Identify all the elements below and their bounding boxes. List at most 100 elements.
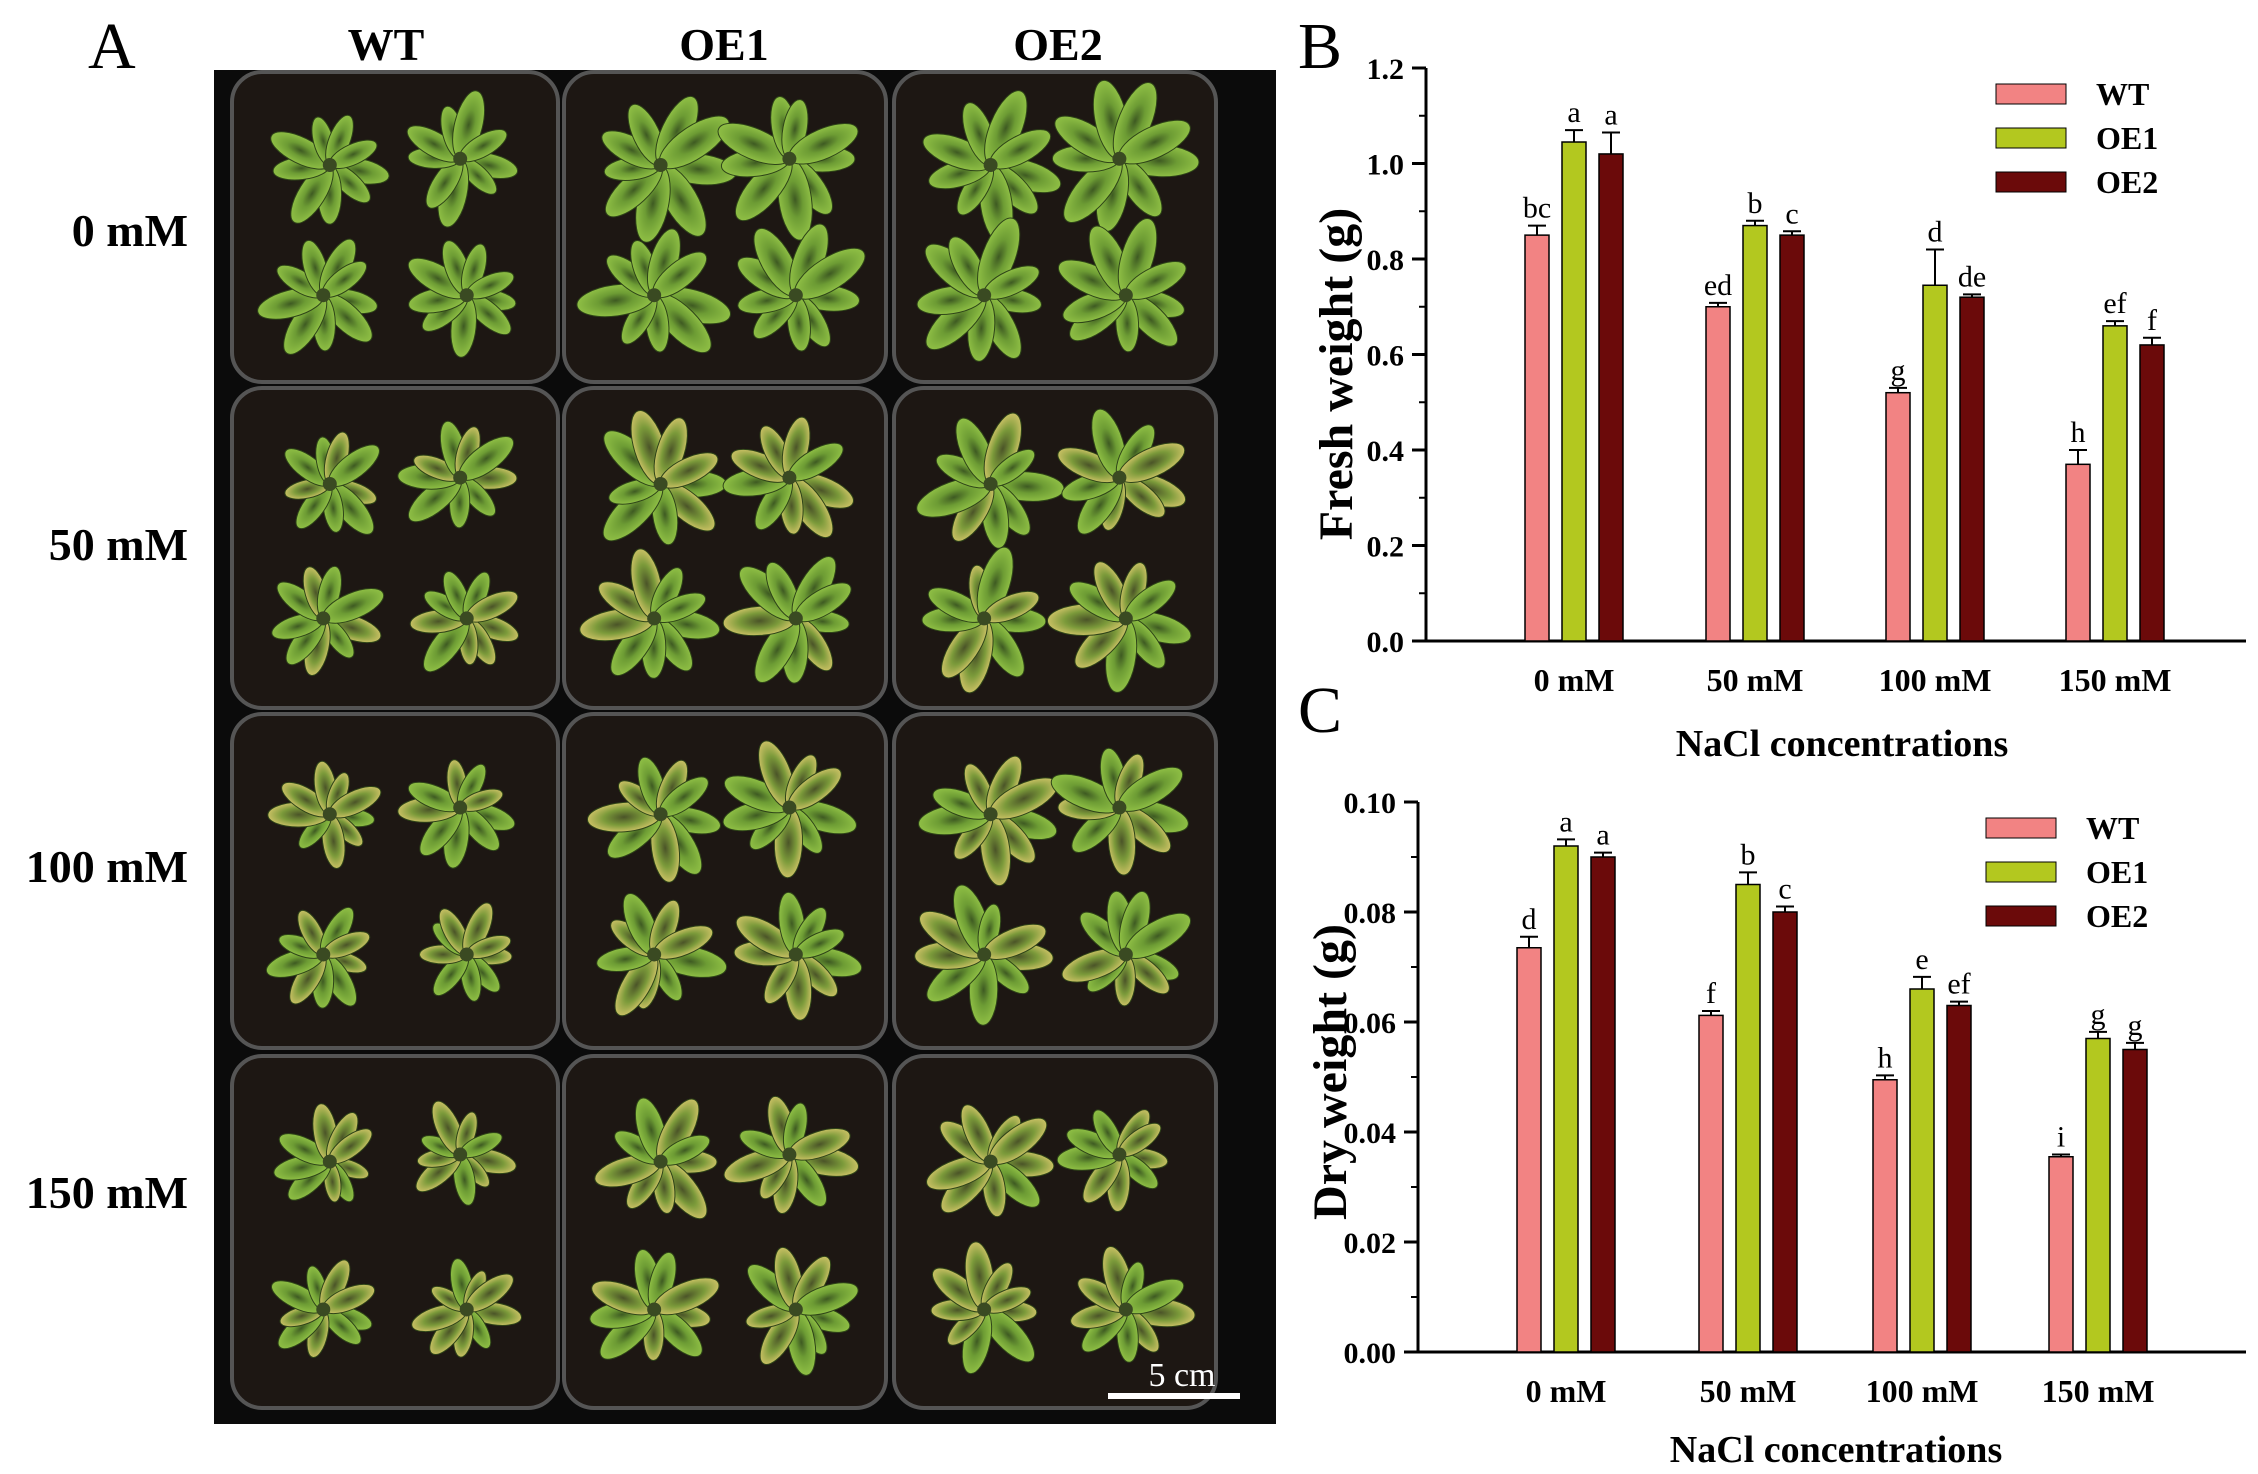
bar-wt <box>2048 1156 2074 1353</box>
bar-oe2 <box>2139 344 2165 642</box>
significance-label: a <box>1596 819 1609 852</box>
bar-oe1 <box>1742 224 1768 642</box>
chart-c-ylabel: Dry weight (g) <box>1304 924 1357 1220</box>
significance-label: d <box>1928 215 1943 248</box>
plant-rosette <box>723 1095 859 1215</box>
plant-rosette <box>916 412 1065 549</box>
y-tick-label: 1.2 <box>1367 53 1405 86</box>
plant-pot <box>230 70 560 384</box>
significance-label: d <box>1522 903 1537 936</box>
photo-column-label-wt: WT <box>348 19 425 70</box>
plant-rosette <box>415 1100 517 1206</box>
significance-label: a <box>1559 805 1572 838</box>
bar-oe2 <box>1772 911 1798 1353</box>
y-tick-label: 0.2 <box>1367 531 1405 564</box>
photo-row-label-50mm: 50 mM <box>49 519 188 570</box>
bar-oe1 <box>1922 284 1948 642</box>
dry-weight-chart: 0.00 0.02 0.04 0.06 0.08 0.10 d a a 0 mM f bc 50 mM h… <box>1344 787 2246 1409</box>
plant-rosette <box>722 416 854 539</box>
bar-oe2 <box>1598 153 1624 642</box>
x-tick-label: 150 mM <box>2059 662 2172 698</box>
plant-rosette <box>257 238 378 355</box>
plant-rosette <box>1056 1109 1169 1213</box>
plant-rosette <box>265 906 371 1009</box>
bar-wt <box>1524 234 1550 642</box>
photo-row-label-0mm: 0 mM <box>72 205 188 256</box>
scale-bar-label: 5 cm <box>1148 1357 1215 1394</box>
plant-rosette <box>601 95 737 243</box>
bar-wt <box>1872 1079 1898 1353</box>
plant-rosette <box>737 223 866 352</box>
plant-rosette <box>411 1258 523 1358</box>
bar-wt <box>1698 1014 1724 1353</box>
significance-label: i <box>2057 1121 2065 1154</box>
significance-label: f <box>1706 977 1716 1010</box>
significance-label: bc <box>1523 192 1551 225</box>
significance-label: ef <box>1947 968 1970 1001</box>
y-tick-label: 1.0 <box>1367 149 1405 182</box>
plant-rosette <box>1061 890 1192 1007</box>
significance-label: c <box>1785 197 1798 230</box>
plant-rosette <box>1057 218 1187 353</box>
significance-label: e <box>1915 943 1928 976</box>
bar-wt <box>1885 391 1911 642</box>
panel-label-a: A <box>88 10 136 83</box>
significance-label: a <box>1604 98 1617 131</box>
bar-oe1 <box>1735 883 1761 1353</box>
chart-b-ylabel: Fresh weight (g) <box>1310 208 1363 540</box>
plant-rosette <box>1046 561 1192 693</box>
significance-label: g <box>1891 354 1906 387</box>
bar-oe1 <box>1553 845 1579 1353</box>
plant-pot <box>892 386 1218 710</box>
plant-rosette <box>267 760 382 869</box>
plant-pot <box>892 1054 1218 1410</box>
x-tick-label: 150 mM <box>2042 1373 2155 1409</box>
chart-c-xlabel: NaCl concentrations <box>1670 1429 2002 1471</box>
x-tick-label: 50 mM <box>1707 662 1804 698</box>
x-tick-label: 0 mM <box>1526 1373 1607 1409</box>
significance-label: h <box>1878 1041 1893 1074</box>
legend-swatch-oe2 <box>1995 171 2067 193</box>
y-tick-label: 0.4 <box>1367 435 1405 468</box>
plant-rosette <box>1051 79 1200 232</box>
plant-pot <box>562 70 888 384</box>
plant-rosette <box>579 548 721 679</box>
bar-oe2 <box>1959 296 1985 642</box>
plant-rosette <box>745 1246 859 1376</box>
legend-swatch-wt <box>1985 817 2057 839</box>
bar-oe1 <box>2085 1037 2111 1353</box>
plant-rosette <box>270 114 390 225</box>
plant-rosette <box>914 884 1054 1026</box>
plant-rosette <box>930 1241 1038 1375</box>
significance-label: a <box>1567 96 1580 129</box>
panel-label-c: C <box>1298 674 1342 747</box>
plant-rosette <box>576 228 732 354</box>
plant-rosette <box>722 740 857 879</box>
plant-rosette <box>406 90 519 228</box>
photo-row-label-150mm: 150 mM <box>26 1167 188 1218</box>
y-tick-label: 0.02 <box>1344 1227 1397 1260</box>
bar-oe2 <box>1779 234 1805 642</box>
x-tick-label: 50 mM <box>1700 1373 1797 1409</box>
y-tick-label: 0.08 <box>1344 897 1397 930</box>
fresh-weight-chart: 0.0 0.2 0.4 0.6 0.8 1.0 1.2 bc a a 0 mM ed b c 50 mM g d… <box>1367 53 2246 698</box>
y-tick-label: 0.6 <box>1367 340 1405 373</box>
photo-row-label-100mm: 100 mM <box>26 841 188 892</box>
plant-pot <box>230 386 560 710</box>
plant-rosette <box>594 1097 718 1220</box>
plant-rosette <box>1050 747 1189 876</box>
plant-rosette <box>397 420 518 529</box>
significance-label: h <box>2071 416 2086 449</box>
plant-rosette <box>407 240 517 358</box>
plant-rosette <box>271 565 385 676</box>
plant-rosette <box>916 217 1042 362</box>
plant-pots <box>230 70 1218 1410</box>
panel-label-b: B <box>1298 10 1342 83</box>
plant-rosette <box>602 410 727 546</box>
plant-rosette <box>271 1259 376 1359</box>
y-tick-label: 0.04 <box>1344 1117 1397 1150</box>
bar-oe2 <box>2122 1048 2148 1353</box>
legend-label-oe2: OE2 <box>2096 164 2158 200</box>
plant-rosette <box>586 756 721 883</box>
significance-label: ed <box>1704 269 1732 302</box>
